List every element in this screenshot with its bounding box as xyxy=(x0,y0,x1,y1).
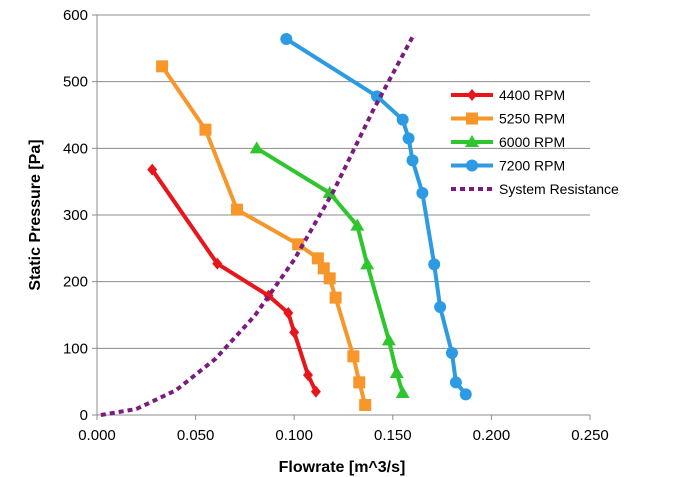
y-tick-label: 300 xyxy=(63,207,88,224)
legend-item: 4400 RPM xyxy=(451,87,565,103)
series-7200-rpm xyxy=(280,33,472,401)
legend-item: 5250 RPM xyxy=(451,111,565,127)
data-point xyxy=(353,376,366,389)
grid-lines xyxy=(97,14,590,349)
data-point xyxy=(156,60,169,73)
legend-label: 5250 RPM xyxy=(499,111,565,127)
legend: 4400 RPM 5250 RPM 6000 RPM 7200 RPM System R… xyxy=(451,87,619,197)
data-point xyxy=(381,333,396,346)
legend-item: 6000 RPM xyxy=(451,134,565,150)
legend-item: System Resistance xyxy=(451,181,619,197)
legend-marker xyxy=(466,159,478,172)
data-point xyxy=(289,326,300,339)
data-point xyxy=(283,307,294,319)
data-point xyxy=(231,203,244,216)
data-point xyxy=(359,399,372,411)
legend-item: 7200 RPM xyxy=(451,158,565,174)
legend-marker xyxy=(465,135,479,147)
series-line xyxy=(100,36,415,417)
data-point xyxy=(347,350,360,363)
data-point xyxy=(280,33,293,45)
data-point xyxy=(310,385,321,398)
y-tick-label: 600 xyxy=(63,7,88,24)
x-tick-label: 0.250 xyxy=(571,427,609,444)
series-system-resistance xyxy=(100,36,415,417)
data-point xyxy=(445,347,458,359)
x-tick-label: 0.100 xyxy=(275,427,313,444)
legend-label: 4400 RPM xyxy=(499,87,565,103)
x-axis-title: Flowrate [m^3/s] xyxy=(279,459,406,476)
legend-label: System Resistance xyxy=(499,181,619,197)
data-point xyxy=(350,218,365,231)
legend-marker xyxy=(466,112,478,125)
series-line xyxy=(160,65,368,406)
legend-label: 6000 RPM xyxy=(499,134,565,150)
data-point xyxy=(406,154,419,167)
legend-marker xyxy=(467,89,477,101)
data-point xyxy=(459,388,472,401)
data-point xyxy=(449,376,462,389)
data-point xyxy=(395,386,410,398)
data-point xyxy=(428,258,441,271)
data-point xyxy=(199,123,212,136)
data-point xyxy=(212,257,223,270)
y-tick-label: 200 xyxy=(63,274,88,291)
y-tick-label: 500 xyxy=(63,74,88,91)
data-series xyxy=(100,33,472,417)
y-tick-label: 0 xyxy=(80,407,88,424)
x-tick-label: 0.150 xyxy=(374,427,412,444)
data-point xyxy=(434,301,447,313)
data-point xyxy=(402,132,415,145)
y-tick-label: 100 xyxy=(63,340,88,357)
y-axis-title: Static Pressure [Pa] xyxy=(27,139,44,290)
data-point xyxy=(147,163,158,176)
y-tick-label: 400 xyxy=(63,140,88,157)
data-point xyxy=(389,366,404,378)
data-point xyxy=(249,141,264,154)
data-point xyxy=(329,291,342,304)
series-5250-rpm xyxy=(156,60,372,411)
x-tick-label: 0.200 xyxy=(473,427,511,444)
data-point xyxy=(311,252,324,265)
axes xyxy=(92,14,591,420)
data-point xyxy=(416,187,429,199)
legend-label: 7200 RPM xyxy=(499,158,565,174)
data-point xyxy=(322,186,337,198)
data-point xyxy=(396,113,409,126)
data-point xyxy=(360,257,375,270)
data-point xyxy=(317,262,330,275)
x-tick-label: 0.000 xyxy=(78,427,116,444)
x-tick-label: 0.050 xyxy=(177,427,215,444)
series-6000-rpm xyxy=(249,141,410,398)
data-point xyxy=(323,272,336,285)
data-point xyxy=(303,369,314,381)
tick-labels: 0 100 200 300 400 500 600 0.000 0.050 0.100 0.150 0… xyxy=(63,7,609,444)
